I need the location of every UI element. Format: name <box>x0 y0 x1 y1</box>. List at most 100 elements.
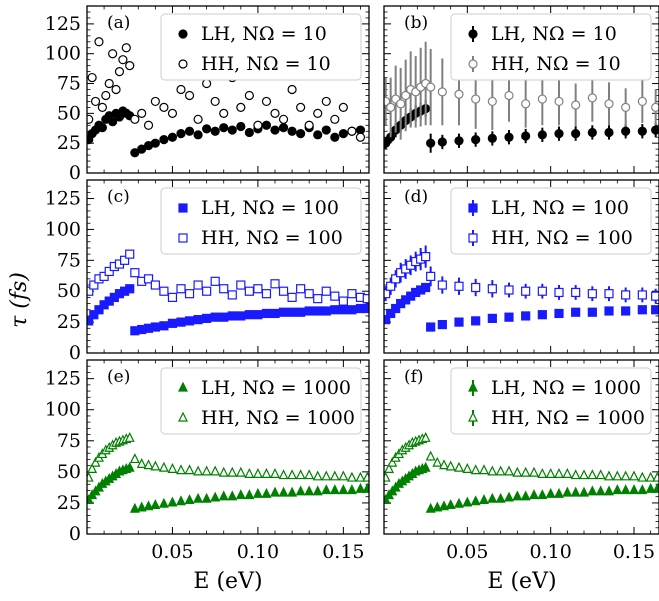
panel-label: (b) <box>404 13 428 33</box>
data-point-hh <box>437 280 447 290</box>
data-point-lh <box>570 486 581 497</box>
panel-b: (b) LH, NΩ = 10 HH, NΩ = 10 <box>383 5 659 174</box>
data-point-hh <box>612 470 623 481</box>
data-point-hh <box>219 284 229 294</box>
data-point-lh <box>562 486 573 497</box>
data-point-hh <box>87 114 94 124</box>
y-tick-label: 25 <box>57 492 81 514</box>
legend-box <box>450 187 652 255</box>
data-point-lh <box>193 492 204 503</box>
data-point-lh <box>210 491 221 502</box>
data-point-hh <box>304 469 315 480</box>
axes-frame <box>86 179 370 354</box>
data-point-lh <box>218 490 229 501</box>
y-tick-label: 0 <box>69 342 81 364</box>
data-point-hh <box>201 465 212 476</box>
data-point-hh <box>176 284 186 294</box>
data-point-lh <box>426 322 436 332</box>
data-point-lh <box>125 284 135 294</box>
data-point-hh <box>287 469 298 480</box>
data-point-lh <box>338 484 349 495</box>
data-point-lh <box>487 313 497 323</box>
legend-box <box>450 367 652 435</box>
legend-label: HH, NΩ = 10 <box>201 53 331 75</box>
data-point-hh <box>537 94 547 104</box>
data-point-lh <box>629 484 639 495</box>
data-point-lh <box>193 130 203 140</box>
data-point-lh <box>270 486 280 497</box>
data-point-lh <box>346 484 357 495</box>
data-point-hh <box>136 458 147 468</box>
data-point-hh <box>236 102 246 112</box>
data-point-hh <box>529 466 539 477</box>
data-point-hh <box>114 67 125 77</box>
data-point-hh <box>338 102 348 112</box>
data-point-hh <box>330 114 340 124</box>
data-point-lh <box>295 485 306 496</box>
data-point-lh <box>261 487 272 498</box>
data-point-hh <box>437 87 447 97</box>
data-point-hh <box>362 294 369 304</box>
data-point-hh <box>158 461 169 472</box>
data-point-lh <box>158 497 169 508</box>
data-point-hh <box>479 464 489 475</box>
y-tick-label: 100 <box>45 43 81 65</box>
data-point-hh <box>193 280 203 290</box>
data-point-lh <box>304 306 314 316</box>
legend-marker <box>178 203 188 213</box>
data-point-lh <box>487 133 497 144</box>
data-point-lh <box>184 494 195 505</box>
data-point-hh <box>124 431 135 442</box>
y-tick-label: 125 <box>45 188 81 210</box>
data-point-hh <box>296 284 306 294</box>
data-point-hh <box>621 290 631 300</box>
data-point-lh <box>176 317 186 327</box>
data-point-hh <box>278 286 289 296</box>
data-point-lh <box>384 315 391 325</box>
panel-label: (d) <box>404 187 428 207</box>
data-point-lh <box>537 310 547 320</box>
data-point-hh <box>587 93 597 103</box>
data-point-hh <box>167 108 178 118</box>
data-point-lh <box>167 496 178 507</box>
panel-f: 0.05 0.10 0.15 (f) LH, NΩ = 1000 HH, NΩ = 100… <box>383 359 659 563</box>
data-point-hh <box>620 470 631 481</box>
data-point-hh <box>87 286 94 296</box>
data-point-hh <box>487 465 498 476</box>
data-point-lh <box>87 316 94 326</box>
data-point-lh <box>278 123 289 133</box>
data-point-hh <box>252 468 263 478</box>
data-point-hh <box>111 84 121 95</box>
data-point-hh <box>261 289 272 299</box>
y-tick-label: 125 <box>45 13 81 35</box>
data-point-hh <box>261 96 272 107</box>
legend-label: LH, NΩ = 1000 <box>201 377 351 399</box>
data-point-hh <box>143 120 154 130</box>
data-point-hh <box>330 291 340 301</box>
data-point-hh <box>261 468 272 478</box>
data-layer <box>87 431 369 513</box>
data-point-hh <box>629 470 639 481</box>
data-point-lh <box>651 125 659 135</box>
y-tick-label: 0 <box>69 523 81 545</box>
data-point-lh <box>362 482 369 493</box>
data-point-lh <box>645 482 656 493</box>
data-point-hh <box>218 466 229 477</box>
data-point-hh <box>384 463 394 473</box>
y-tick-label: 75 <box>57 73 81 95</box>
data-point-lh <box>244 489 255 500</box>
data-point-lh <box>439 500 449 511</box>
data-point-lh <box>537 130 547 140</box>
data-layer <box>384 245 659 332</box>
data-point-hh <box>321 286 331 296</box>
legend-marker <box>468 381 478 392</box>
legend-label: LH, NΩ = 100 <box>491 197 629 219</box>
data-point-lh <box>330 305 340 315</box>
legend-marker <box>468 29 478 39</box>
data-point-hh <box>244 90 254 101</box>
data-point-hh <box>270 279 280 289</box>
data-point-hh <box>454 281 464 291</box>
x-tick-label: 0.10 <box>237 541 279 563</box>
data-point-lh <box>176 129 186 139</box>
y-axis-title: τ (fs) <box>7 272 32 328</box>
